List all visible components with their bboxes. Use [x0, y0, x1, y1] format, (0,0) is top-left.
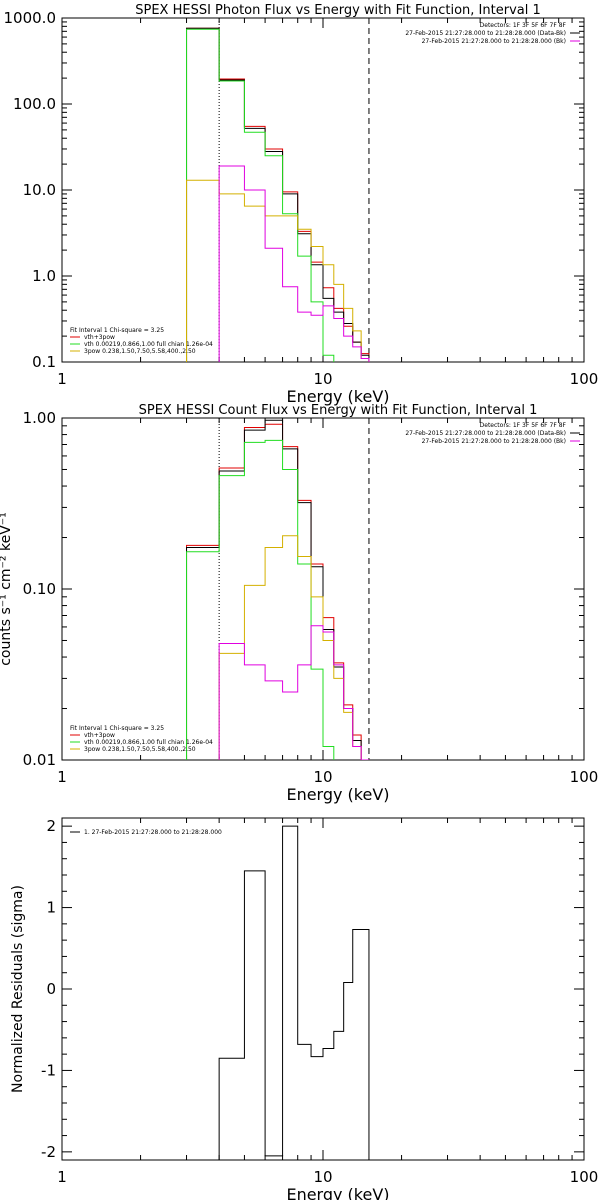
y-tick-label: 1 — [46, 899, 56, 917]
x-tick-label: 100 — [570, 370, 599, 388]
legend-left-item: vth+3pow — [84, 334, 115, 341]
legend-right-item: Detectors: 1F 3F 5F 6F 7F 8F — [480, 22, 567, 29]
x-axis-label: Energy (keV) — [286, 785, 389, 804]
y-tick-label: 0 — [46, 980, 56, 998]
series-black-line — [218, 825, 370, 1160]
legend-right-item: 27-Feb-2015 21:27:28.000 to 21:28:28.000… — [405, 30, 566, 37]
legend-left-item: 3pow 0.238,1.50,7.50,5.58,400.,2.50 — [84, 348, 196, 355]
plot-frame — [61, 817, 585, 1161]
series-magenta-line — [218, 165, 370, 362]
y-tick-label: 0.10 — [23, 580, 56, 598]
legend-left-item: 1. 27-Feb-2015 21:27:28.000 to 21:28:28.… — [84, 829, 222, 836]
legend-right-item: 27-Feb-2015 21:27:28.000 to 21:28:28.000… — [405, 430, 566, 437]
y-tick-label: 1.0 — [32, 267, 56, 285]
legend-right-item: 27-Feb-2015 21:27:28.000 to 21:28:28.000… — [422, 438, 566, 445]
series-green-line — [186, 28, 335, 362]
x-tick-label: 1 — [57, 370, 67, 388]
series-black-line — [186, 27, 370, 362]
x-tick-label: 100 — [570, 768, 599, 786]
y-tick-label: -2 — [41, 1143, 56, 1161]
legend-right-item: 27-Feb-2015 21:27:28.000 to 21:28:28.000… — [422, 38, 566, 45]
y-tick-label: 100.0 — [13, 95, 56, 113]
y-tick-label: 0.01 — [23, 751, 56, 769]
series-red-line — [186, 27, 370, 362]
x-tick-label: 100 — [570, 1168, 599, 1186]
x-axis-label: Energy (keV) — [286, 1185, 389, 1200]
x-axis-label: Energy (keV) — [286, 387, 389, 406]
chart-title: SPEX HESSI Count Flux vs Energy with Fit… — [139, 403, 538, 418]
y-tick-label: 2 — [46, 817, 56, 835]
legend-left-item: Fit Interval 1 Chi-square = 3.25 — [70, 725, 164, 732]
x-tick-label: 1 — [57, 768, 67, 786]
series-magenta-line — [218, 625, 370, 760]
legend-right-item: Detectors: 1F 3F 5F 6F 7F 8F — [480, 422, 567, 429]
legend-left-item: 3pow 0.238,1.50,7.50,5.58,400.,2.50 — [84, 746, 196, 753]
x-tick-label: 1 — [57, 1168, 67, 1186]
y-tick-label: 1000.0 — [4, 9, 57, 27]
y-tick-label: 1.00 — [23, 409, 56, 427]
y-tick-label: 0.1 — [32, 353, 56, 371]
x-tick-label: 10 — [313, 1168, 332, 1186]
panel-2 — [61, 417, 585, 761]
legend-left-item: vth 0.00219,0.866,1.00 full chian 1.26e-… — [84, 341, 213, 348]
series-yellow-line — [186, 179, 370, 362]
panel-1 — [61, 17, 585, 363]
legend-left-item: Fit Interval 1 Chi-square = 3.25 — [70, 327, 164, 334]
panel-3 — [61, 817, 585, 1161]
x-tick-label: 10 — [313, 370, 332, 388]
y-tick-label: 10.0 — [23, 181, 56, 199]
y-tick-label: -1 — [41, 1061, 56, 1079]
legend-left-item: vth 0.00219,0.866,1.00 full chian 1.26e-… — [84, 739, 213, 746]
y-axis-label: counts s⁻¹ cm⁻² keV⁻¹ — [0, 512, 14, 666]
series-green-line — [186, 439, 335, 760]
x-tick-label: 10 — [313, 768, 332, 786]
legend-left-item: vth+3pow — [84, 732, 115, 739]
y-axis-label: Normalized Residuals (sigma) — [10, 885, 26, 1093]
chart-title: SPEX HESSI Photon Flux vs Energy with Fi… — [135, 3, 541, 18]
